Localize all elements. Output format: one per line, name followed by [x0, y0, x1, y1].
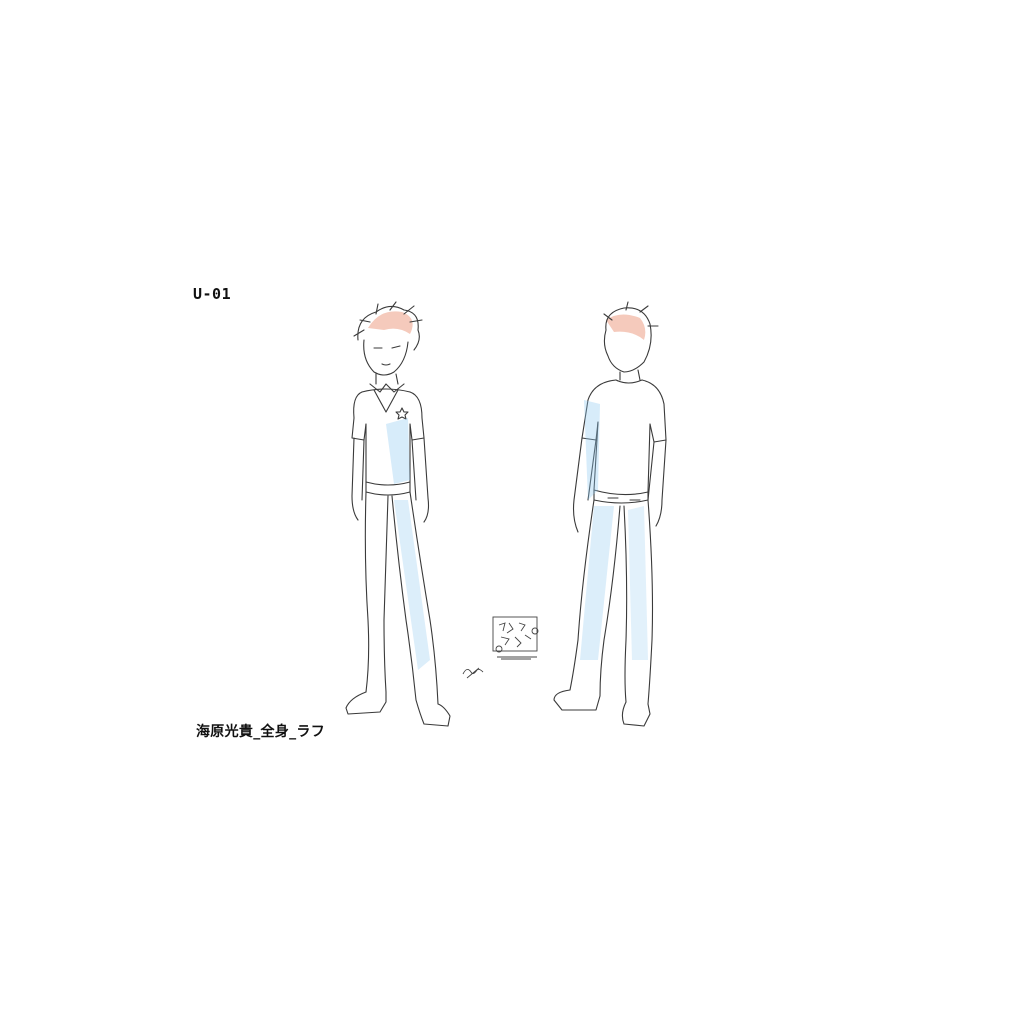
signature-mark-icon: [461, 664, 485, 684]
front-view-figure-drawing: [345, 301, 451, 727]
artist-stamp-icon: [491, 615, 543, 667]
front-view-figure: [340, 300, 460, 740]
back-view-figure: [548, 300, 678, 740]
sheet-code-label: U-01: [193, 285, 232, 303]
sheet-caption-label: 海原光貴_全身_ラフ: [196, 724, 325, 740]
back-view-figure-drawing: [553, 301, 667, 727]
